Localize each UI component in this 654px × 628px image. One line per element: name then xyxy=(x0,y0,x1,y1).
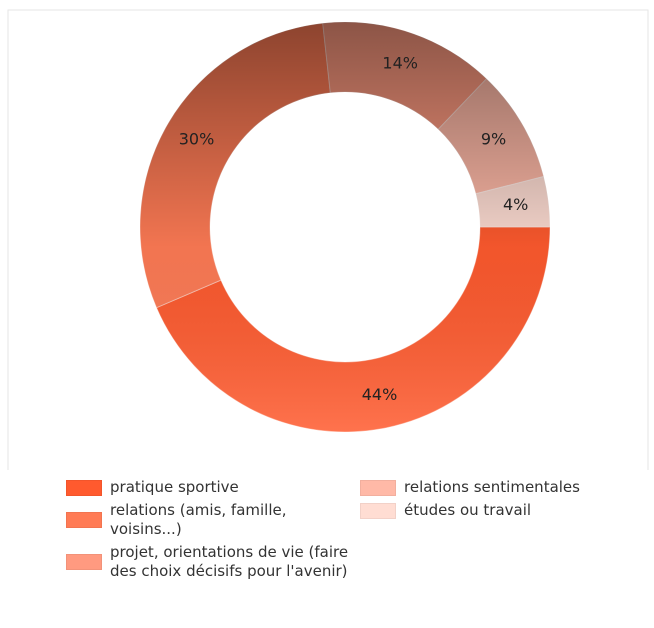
slices xyxy=(139,21,551,433)
donut-area: 44% 30% 14% 9% 4% xyxy=(7,9,649,470)
legend-label: relations sentimentales xyxy=(404,478,580,496)
legend-swatch xyxy=(360,479,396,496)
legend-item: projet, orientations de vie (faire des c… xyxy=(66,543,356,581)
legend-swatch xyxy=(66,479,102,496)
legend-swatch xyxy=(66,512,102,528)
data-label: 14% xyxy=(382,54,418,73)
legend-item: études ou travail xyxy=(360,501,640,520)
legend-item: pratique sportive xyxy=(66,478,356,497)
legend-swatch xyxy=(66,554,102,570)
legend-label: relations (amis, famille, voisins...) xyxy=(110,501,287,538)
frame xyxy=(7,9,649,470)
legend-label: études ou travail xyxy=(404,501,532,519)
slice xyxy=(139,22,331,309)
data-label: 4% xyxy=(503,195,528,214)
legend-label: projet, orientations de vie (faire des c… xyxy=(110,543,349,580)
legend: pratique sportive relations (amis, famill… xyxy=(66,478,356,585)
legend-item: relations (amis, famille, voisins...) xyxy=(66,501,356,539)
slice xyxy=(155,226,551,433)
legend-item: relations sentimentales xyxy=(360,478,640,497)
legend-swatch xyxy=(360,502,396,519)
data-label: 44% xyxy=(362,385,398,404)
data-label: 9% xyxy=(481,130,506,149)
legend: relations sentimentales études ou travail xyxy=(360,478,640,524)
data-label: 30% xyxy=(179,130,215,149)
legend-label: pratique sportive xyxy=(110,478,239,496)
